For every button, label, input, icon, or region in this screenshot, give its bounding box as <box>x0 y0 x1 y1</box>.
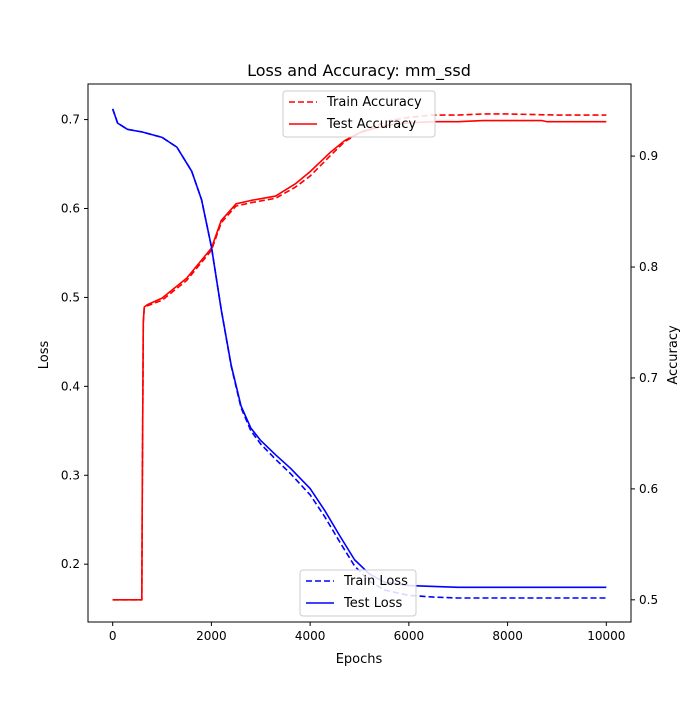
train-accuracy-line <box>112 113 607 601</box>
y-left-tick-label: 0.5 <box>61 290 80 304</box>
y-left-tick-label: 0.6 <box>61 201 80 215</box>
x-tick-label: 10000 <box>587 629 625 643</box>
y-right-tick-label: 0.5 <box>639 593 658 607</box>
x-tick-label: 2000 <box>196 629 227 643</box>
train-loss-line <box>111 108 607 599</box>
axes-frame <box>87 83 632 623</box>
y-axis-left-label: Loss <box>37 341 52 370</box>
x-tick-label: 8000 <box>492 629 523 643</box>
legend-label-test-accuracy: Test Accuracy <box>326 117 416 132</box>
x-tick-label: 6000 <box>394 629 425 643</box>
y-right-tick-label: 0.9 <box>639 149 658 163</box>
test-loss-line <box>111 108 607 589</box>
legend-layer: Train Accuracy Test Accuracy Train Loss Tes… <box>282 90 436 617</box>
legend-box <box>282 90 436 138</box>
y-right-tick-label: 0.8 <box>639 260 658 274</box>
x-axis-label: Epochs <box>336 652 383 667</box>
y-left-tick-label: 0.2 <box>61 557 80 571</box>
y-right-tick-label: 0.6 <box>639 482 658 496</box>
x-tick-label: 0 <box>109 629 117 643</box>
legend-label-train-accuracy: Train Accuracy <box>326 95 422 110</box>
y-right-tick-label: 0.7 <box>639 371 658 385</box>
y-axis-right-label: Accuracy <box>666 325 681 385</box>
y-left-tick-label: 0.4 <box>61 379 80 393</box>
chart-title: Loss and Accuracy: mm_ssd <box>247 61 471 81</box>
legend-label-train-loss: Train Loss <box>343 574 408 589</box>
legend-label-test-loss: Test Loss <box>343 596 402 611</box>
series-layer <box>111 108 607 601</box>
ticks-layer: 0 2000 4000 6000 8000 10000 0.2 0.3 0.4 0.5 0.6 0.7… <box>61 113 658 643</box>
y-left-tick-label: 0.3 <box>61 468 80 482</box>
y-left-tick-label: 0.7 <box>61 113 80 127</box>
test-accuracy-line <box>112 119 607 601</box>
x-tick-label: 4000 <box>295 629 326 643</box>
